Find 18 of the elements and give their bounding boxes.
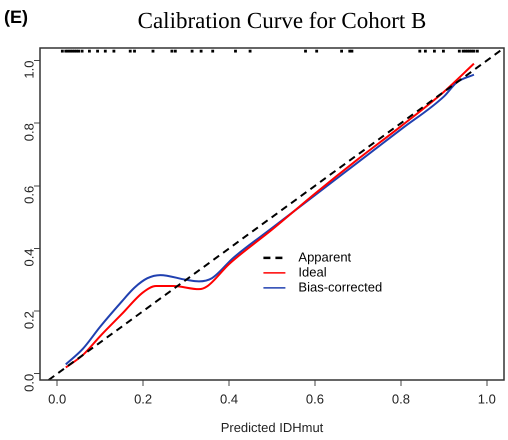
x-tick-label: 0.8	[392, 391, 410, 406]
y-tick-label: 0.8	[22, 123, 37, 142]
y-tick-label: 0.2	[22, 311, 37, 330]
legend-label: Bias-corrected	[298, 279, 382, 294]
y-tick-label: 0.0	[22, 374, 37, 392]
x-tick-label: 0.6	[306, 391, 324, 406]
y-tick-label: 1.0	[22, 60, 37, 79]
x-tick-label: 0.2	[134, 391, 152, 406]
x-tick-label: 0.0	[48, 391, 66, 406]
text: (E)	[4, 6, 28, 27]
legend-label: Apparent	[298, 249, 352, 264]
y-tick-label: 0.4	[22, 248, 37, 267]
x-axis-title: Predicted IDHmut	[220, 420, 324, 435]
x-tick-label: 0.4	[220, 391, 238, 406]
y-tick-label: 0.6	[22, 186, 37, 204]
chart-title: Calibration Curve for Cohort B	[138, 8, 426, 34]
legend-label: Ideal	[298, 264, 327, 280]
x-tick-label: 1.0	[478, 391, 496, 406]
